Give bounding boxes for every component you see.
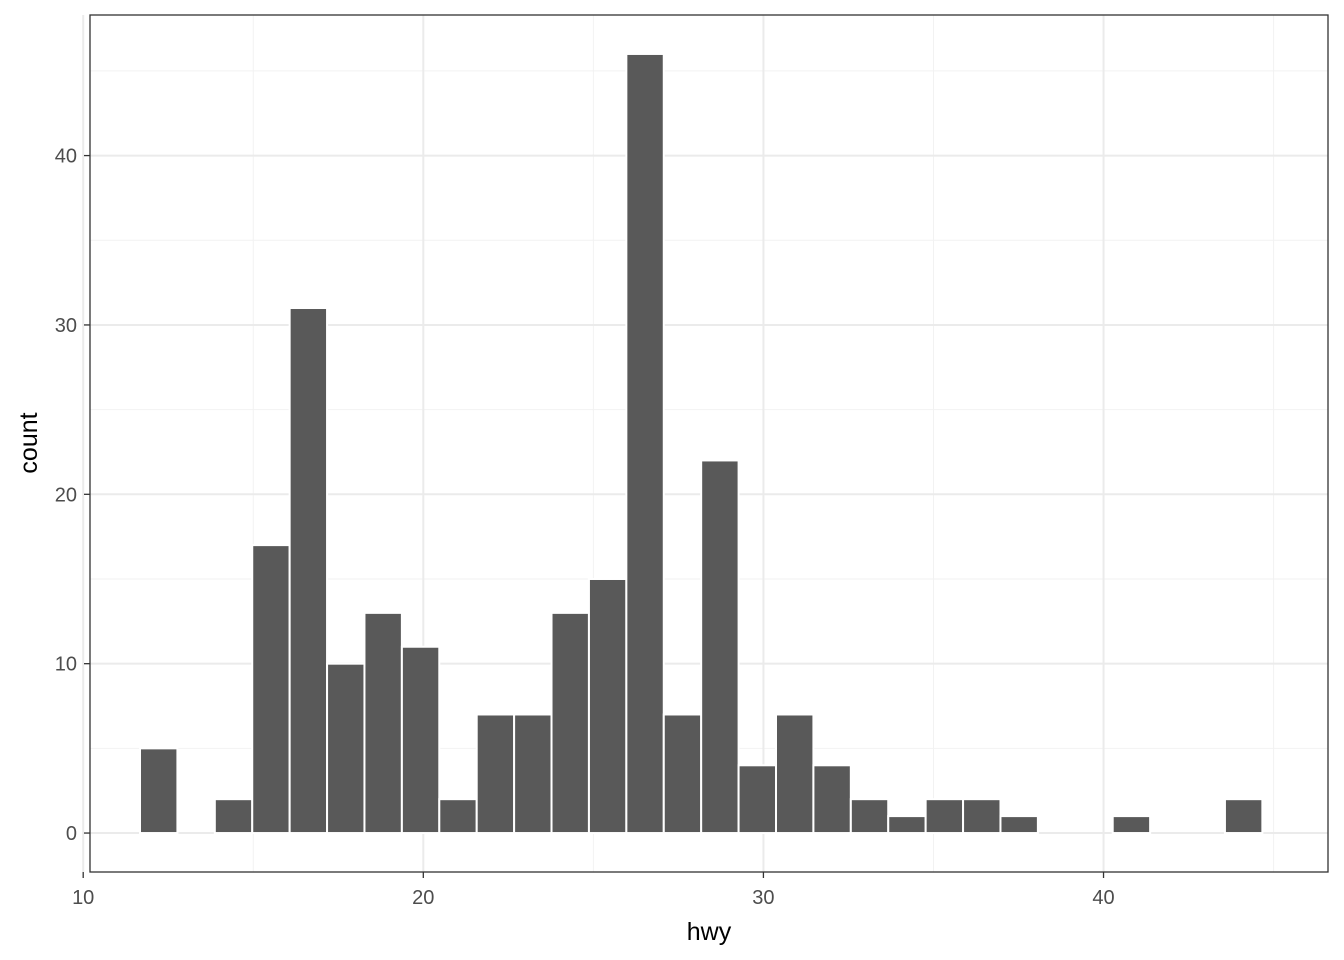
histogram-bar [775,713,815,835]
y-tick-label: 10 [55,654,77,676]
histogram-bar [475,713,516,835]
histogram-bar [1111,815,1152,835]
x-tick-label: 40 [1092,887,1114,909]
histogram-bar [513,713,553,835]
x-tick-label: 10 [72,887,94,909]
histogram-bar [550,611,590,835]
plot-panel-border [89,14,1329,873]
histogram-bar [700,459,740,835]
histogram-bar [587,577,628,835]
histogram-bar [288,307,329,835]
x-tick-label: 20 [412,887,434,909]
histogram-bar [1223,798,1264,835]
histogram-bar [887,815,927,835]
histogram-bar [363,611,403,835]
histogram-bar [251,544,291,835]
histogram-bar [737,764,778,835]
histogram-bar [625,52,665,835]
y-axis: 0 10 20 30 40 [55,146,90,845]
histogram-bar [999,815,1039,835]
y-tick-label: 30 [55,315,77,337]
histogram-bar [962,798,1002,835]
y-tick-label: 20 [55,484,77,506]
y-axis-title: count [15,412,43,473]
y-tick-label: 40 [55,146,77,168]
histogram-bar [924,798,965,835]
histogram-bar [213,798,254,835]
histogram-bar [400,645,441,835]
histogram-bar [138,747,179,835]
x-axis-title: hwy [687,918,732,946]
y-tick-label: 0 [66,823,77,845]
histogram-bar [812,764,852,835]
x-axis: 10 20 30 40 [72,872,1115,909]
histogram-bar [326,662,366,835]
bars [138,52,1264,835]
x-tick-label: 30 [752,887,774,909]
histogram-bar [849,798,890,835]
histogram-bar [662,713,703,835]
histogram-bar [438,798,478,835]
